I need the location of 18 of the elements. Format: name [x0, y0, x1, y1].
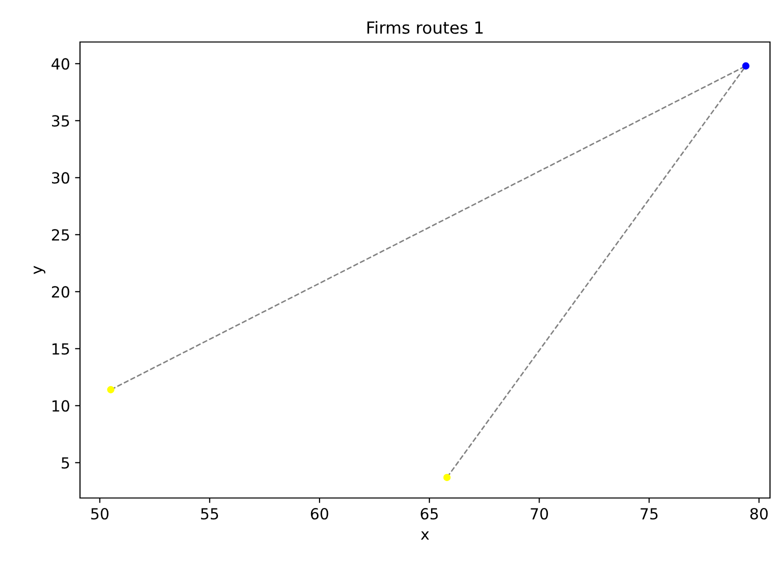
y-tick-label: 35 — [52, 115, 69, 127]
x-tick-label: 55 — [201, 508, 218, 520]
y-tick-label: 25 — [52, 229, 69, 241]
x-tick-label: 75 — [640, 508, 658, 520]
y-tick-label: 10 — [52, 400, 70, 412]
y-tick-label: 15 — [52, 343, 69, 355]
y-tick-label: 5 — [62, 457, 69, 469]
y-tick-label: 20 — [52, 286, 70, 298]
x-tick-label: 60 — [310, 508, 328, 520]
chart-title: Firms routes 1 — [367, 21, 483, 34]
x-tick-label: 70 — [530, 508, 548, 520]
y-tick-label: 30 — [52, 172, 70, 184]
y-tick-label: 40 — [52, 58, 70, 70]
x-axis-title: x — [420, 531, 430, 540]
x-tick-label: 65 — [420, 508, 438, 520]
x-tick-label: 80 — [750, 508, 768, 520]
y-axis-title: y — [34, 266, 46, 274]
x-tick-label: 50 — [91, 508, 108, 520]
